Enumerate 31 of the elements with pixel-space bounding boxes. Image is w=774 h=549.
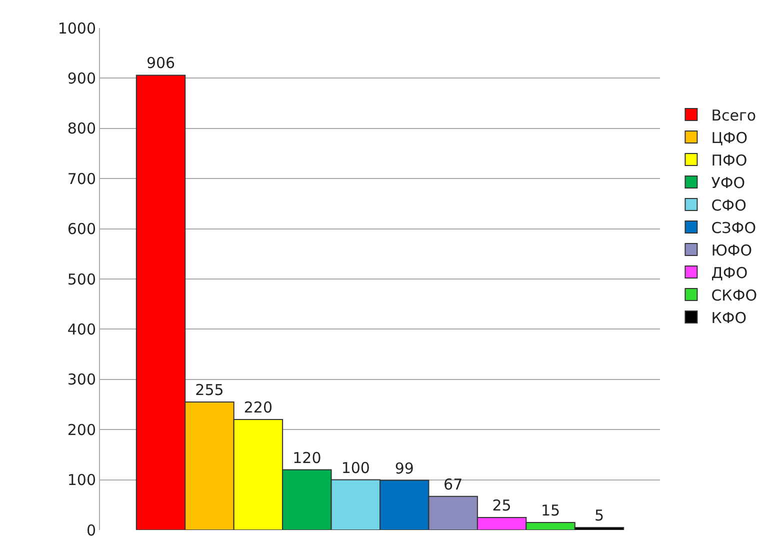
legend-label: Всего <box>711 106 756 124</box>
data-label: 906 <box>146 54 176 72</box>
legend-label: ЮФО <box>711 241 752 260</box>
data-label: 100 <box>341 458 370 477</box>
data-label: 255 <box>195 380 224 399</box>
legend-label: ПФО <box>711 151 748 170</box>
y-tick-label: 1000 <box>58 19 96 38</box>
legend-label: СФО <box>711 196 746 214</box>
y-tick-label: 100 <box>67 471 96 490</box>
legend-label: ЦФО <box>711 128 748 147</box>
y-tick-label: 0 <box>86 521 96 540</box>
data-label: 15 <box>540 501 560 520</box>
y-tick-label: 600 <box>67 220 96 238</box>
data-label: 5 <box>594 506 604 524</box>
y-tick-label: 800 <box>67 120 96 138</box>
legend-label: ДФО <box>711 264 748 282</box>
legend-label: СЗФО <box>711 218 756 237</box>
y-tick-label: 900 <box>67 69 96 88</box>
y-tick-label: 700 <box>67 170 96 188</box>
y-tick-label: 400 <box>67 320 96 338</box>
data-label: 99 <box>394 459 414 478</box>
data-label: 25 <box>492 496 512 514</box>
data-label: 220 <box>244 398 273 417</box>
y-tick-label: 300 <box>67 370 96 389</box>
y-tick-label: 500 <box>67 270 96 288</box>
legend-label: КФО <box>711 308 747 327</box>
data-label: 67 <box>444 475 463 494</box>
legend-label: СКФО <box>711 286 758 304</box>
data-label: 120 <box>292 448 322 467</box>
legend-label: УФО <box>711 174 746 192</box>
y-tick-label: 200 <box>67 420 96 439</box>
